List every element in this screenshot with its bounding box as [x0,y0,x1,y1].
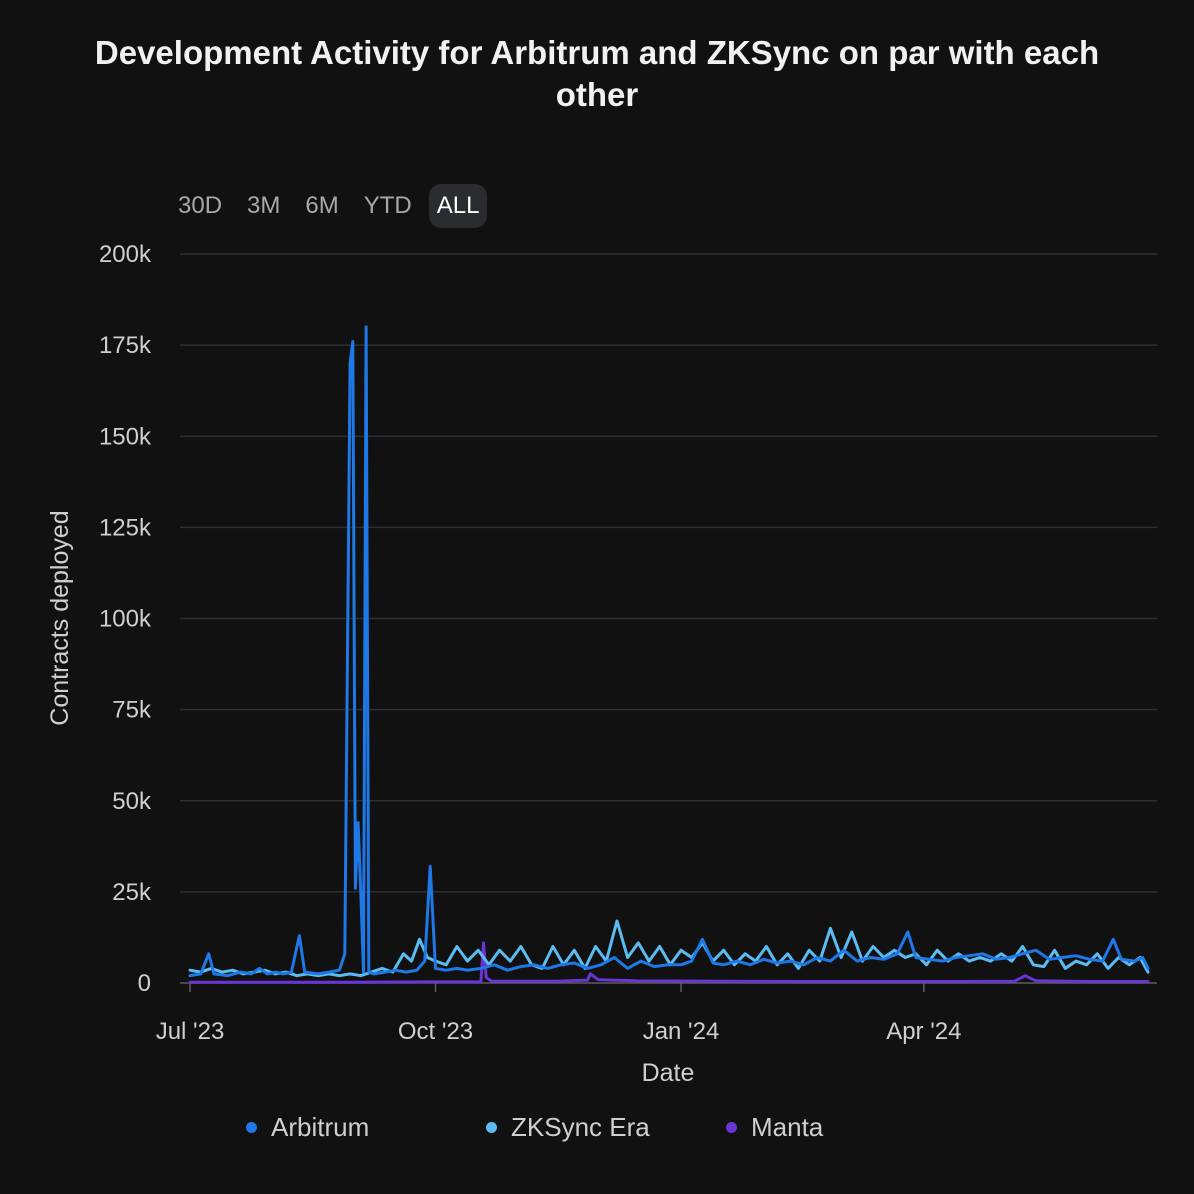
y-tick-label: 125k [99,514,152,541]
x-tick-label: Jul '23 [156,1018,225,1045]
grid-lines [180,253,1157,984]
series-line-zksync-era [188,919,1150,978]
series-line-arbitrum [188,325,1150,978]
x-tick-label: Jan '24 [643,1018,720,1045]
y-axis-title: Contracts deployed [46,510,74,725]
range-button-6m[interactable]: 6M [305,192,339,219]
legend-label: ZKSync Era [511,1112,650,1142]
y-tick-label: 100k [99,606,152,633]
y-tick-label: 25k [112,879,152,906]
range-button-3m[interactable]: 3M [247,192,281,219]
x-tick-label: Oct '23 [398,1018,473,1045]
y-tick-label: 75k [112,697,152,724]
y-tick-label: 200k [99,241,152,268]
y-tick-label: 175k [99,332,152,359]
chart-title: Development Activity for Arbitrum and ZK… [94,34,1100,113]
series-line-manta [188,941,1150,984]
legend: Arbitrum ZKSync Era Manta [0,1112,1194,1152]
legend-item-arbitrum[interactable]: Arbitrum [246,1112,369,1143]
range-button-all[interactable]: ALL [428,184,488,228]
x-tick-label: Apr '24 [886,1018,961,1045]
legend-label: Arbitrum [271,1112,370,1142]
legend-dot-icon [486,1122,497,1133]
legend-dot-icon [726,1122,737,1133]
y-tick-label: 150k [99,423,152,450]
range-selector: 30D 3M 6M YTD ALL [170,184,496,228]
y-tick-label: 0 [138,970,151,997]
y-axis-ticks: 0 25k 50k 75k 100k 125k 150k 175k 200k [99,241,152,997]
legend-item-zksync-era[interactable]: ZKSync Era [486,1112,650,1143]
x-axis-ticks: Jul '23 Oct '23 Jan '24 Apr '24 [156,983,961,1045]
series-lines [188,325,1150,984]
legend-item-manta[interactable]: Manta [726,1112,823,1143]
legend-dot-icon [246,1122,257,1133]
y-tick-label: 50k [112,788,152,815]
range-button-ytd[interactable]: YTD [363,192,412,219]
range-button-30d[interactable]: 30D [178,192,223,219]
legend-label: Manta [751,1112,824,1142]
x-axis-title: Date [642,1059,695,1087]
